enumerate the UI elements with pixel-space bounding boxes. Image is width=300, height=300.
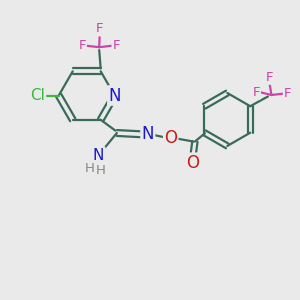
Text: F: F [252,85,260,99]
Text: F: F [112,39,120,52]
Text: Cl: Cl [30,88,45,103]
Text: H: H [96,164,106,177]
Text: N: N [142,125,154,143]
Text: F: F [284,87,291,100]
Text: O: O [164,129,177,147]
Text: F: F [78,39,86,52]
Text: N: N [108,86,121,104]
Text: F: F [96,22,103,35]
Text: F: F [265,71,273,84]
Text: N: N [93,148,104,163]
Text: O: O [186,154,199,172]
Text: H: H [84,162,94,175]
